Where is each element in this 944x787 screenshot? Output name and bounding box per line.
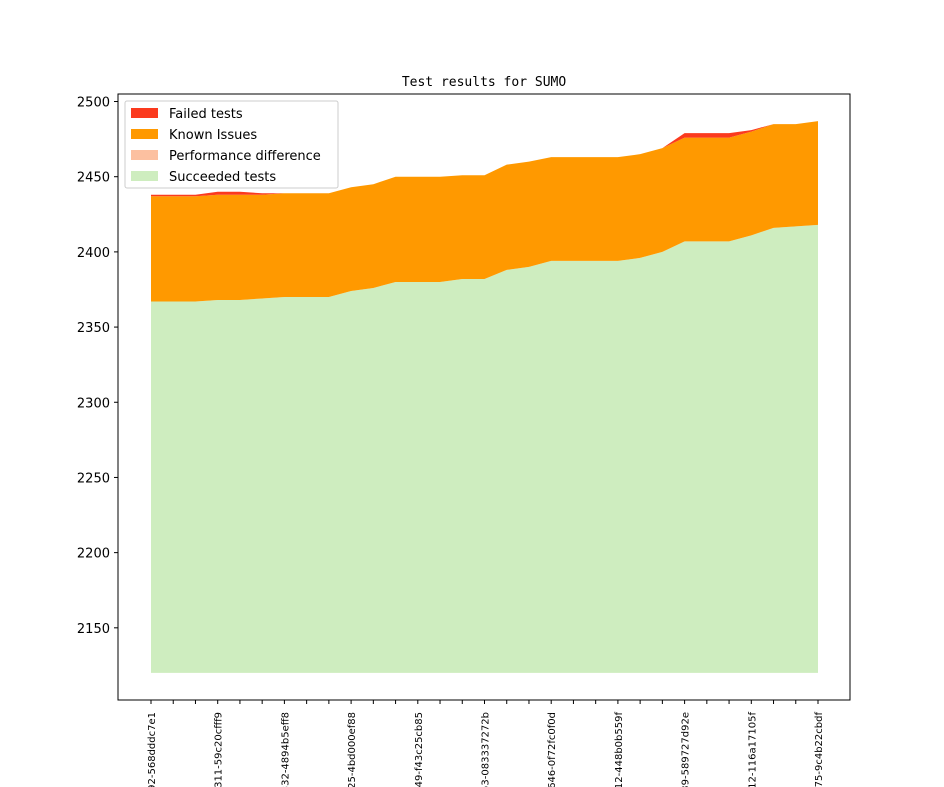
legend: Failed tests Known Issues Performance diff… [124, 100, 339, 189]
y-tick-label: 2500 [77, 96, 110, 111]
x-tick-label: 646-0f72fc0f0d [547, 712, 558, 787]
legend-swatch [131, 108, 158, 118]
x-tick-label: 39-589727d92e [681, 712, 692, 787]
x-tick-label: 53-083337272b [481, 712, 492, 787]
legend-box [124, 100, 339, 189]
x-tick-label: 92-568dddc7e1 [147, 712, 158, 787]
legend-label: Succeeded tests [169, 170, 276, 185]
legend-label: Failed tests [169, 107, 243, 122]
x-tick-label: 12-448b0b559f [614, 712, 625, 787]
legend-label: Known Issues [169, 128, 257, 143]
legend-label: Performance difference [169, 149, 321, 164]
x-tick-label: 12-116a17105f [747, 712, 758, 787]
y-tick-label: 2450 [77, 171, 110, 186]
area [151, 121, 818, 302]
legend-swatch [131, 129, 158, 139]
y-tick-label: 2350 [77, 321, 110, 336]
y-tick-label: 2400 [77, 246, 110, 261]
x-tick-label: 311-59c20cfff9 [214, 712, 225, 787]
y-tick-label: 2200 [77, 547, 110, 562]
x-tick-label: 332-4894b5eff8 [280, 712, 291, 787]
y-tick-label: 2300 [77, 396, 110, 411]
x-tick-label: 25-4bd000ef88 [347, 712, 358, 787]
y-tick-label: 2250 [77, 471, 110, 486]
y-tick-label: 2150 [77, 622, 110, 637]
area [151, 224, 818, 673]
x-tick-label: 75-9c4b22cbdf [814, 712, 825, 787]
legend-swatch [131, 171, 158, 181]
chart-title: Test results for SUMO [402, 75, 567, 90]
legend-swatch [131, 150, 158, 160]
x-tick-label: 49-f43c25cb85 [414, 712, 425, 787]
